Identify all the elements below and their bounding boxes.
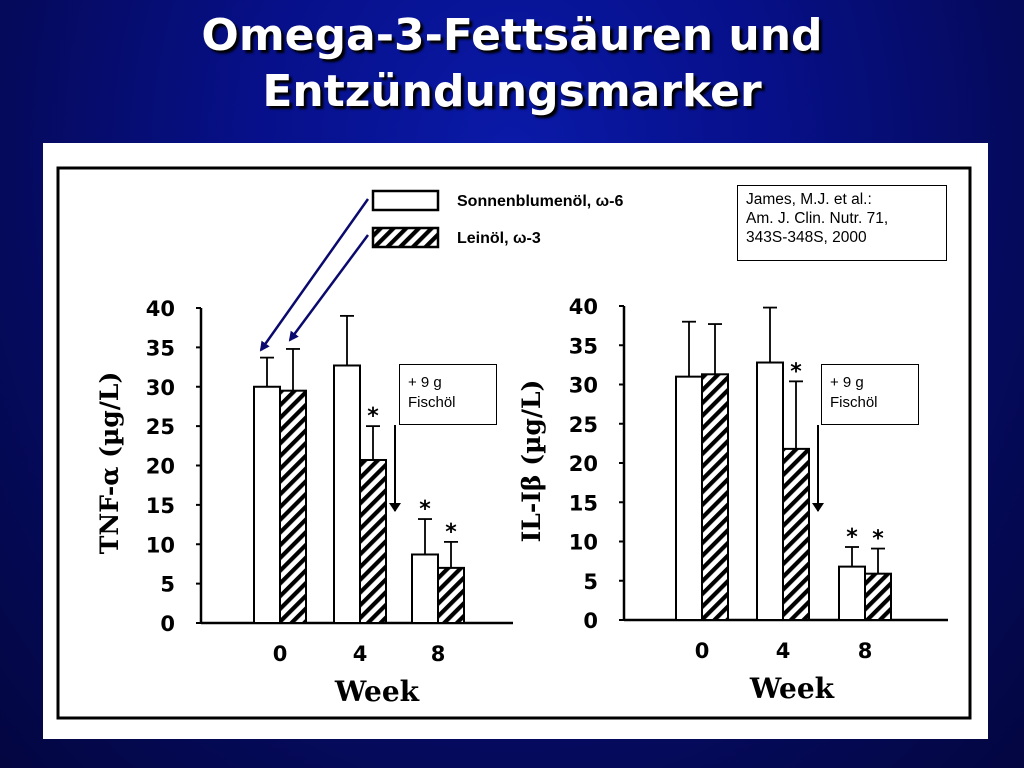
significance-star: * bbox=[367, 404, 379, 429]
x-tick-label: 0 bbox=[695, 639, 710, 663]
fish-oil-annotation-right: + 9 g Fischöl bbox=[821, 364, 919, 425]
bar-linseed-week-8 bbox=[437, 566, 465, 624]
y-tick-label: 5 bbox=[160, 573, 175, 597]
significance-star: * bbox=[445, 520, 457, 545]
significance-star: * bbox=[419, 497, 431, 522]
y-tick-label: 10 bbox=[146, 533, 175, 557]
significance-star: * bbox=[790, 359, 802, 384]
y-tick-label: 20 bbox=[146, 455, 175, 479]
bar-linseed-week-0 bbox=[279, 389, 307, 624]
fish-oil-line-2: Fischöl bbox=[408, 394, 456, 411]
bar-linseed-week-4 bbox=[359, 458, 387, 624]
bar-sunflower-week-0 bbox=[253, 385, 281, 624]
slide-title-line-1: Omega-3-Fettsäuren und bbox=[201, 10, 823, 61]
x-axis-title: Week bbox=[749, 672, 835, 705]
y-axis-title: IL-Iβ (µg/L) bbox=[517, 380, 546, 543]
y-tick-label: 25 bbox=[569, 413, 598, 437]
x-tick-label: 8 bbox=[858, 639, 873, 663]
y-tick-label: 30 bbox=[569, 374, 598, 398]
bar-linseed-week-0 bbox=[701, 373, 729, 621]
bar-linseed-week-4 bbox=[782, 447, 810, 621]
y-tick-label: 40 bbox=[146, 297, 175, 321]
y-tick-label: 20 bbox=[569, 452, 598, 476]
legend-swatch-linseed bbox=[371, 226, 440, 249]
significance-star: * bbox=[846, 525, 858, 550]
y-tick-label: 35 bbox=[569, 334, 598, 358]
fish-oil-line-1: + 9 g bbox=[830, 374, 864, 391]
x-tick-label: 4 bbox=[353, 642, 368, 666]
bar-sunflower-week-0 bbox=[675, 375, 703, 621]
fish-oil-line-2: Fischöl bbox=[830, 394, 878, 411]
figure-frame bbox=[56, 166, 972, 720]
legend-arrow-1 bbox=[259, 198, 370, 352]
legend-label-linseed: Leinöl, ω-3 bbox=[457, 230, 541, 247]
x-tick-label: 0 bbox=[273, 642, 288, 666]
figure-panel: 0 5 10 15 20 25 30 35 40 0 4 8 Week TNF-α (µg/L) * * * 0… bbox=[43, 143, 988, 739]
y-tick-label: 15 bbox=[569, 491, 598, 515]
legend-swatch-sunflower bbox=[371, 189, 440, 212]
y-tick-label: 10 bbox=[569, 531, 598, 555]
y-tick-label: 25 bbox=[146, 415, 175, 439]
bar-sunflower-week-8 bbox=[838, 565, 866, 621]
bar-sunflower-week-4 bbox=[333, 364, 361, 625]
x-tick-label: 4 bbox=[776, 639, 791, 663]
citation-line-2: Am. J. Clin. Nutr. 71, bbox=[746, 210, 889, 227]
y-tick-label: 40 bbox=[569, 295, 598, 319]
x-tick-label: 8 bbox=[431, 642, 446, 666]
x-axis-title: Week bbox=[334, 675, 420, 708]
y-tick-label: 5 bbox=[583, 570, 598, 594]
y-tick-label: 35 bbox=[146, 336, 175, 360]
bar-linseed-week-8 bbox=[864, 572, 892, 621]
citation-box: James, M.J. et al.: Am. J. Clin. Nutr. 7… bbox=[737, 185, 947, 261]
fish-oil-line-1: + 9 g bbox=[408, 374, 442, 391]
y-tick-label: 0 bbox=[160, 612, 175, 636]
legend-arrow-2 bbox=[288, 234, 370, 342]
significance-star: * bbox=[872, 527, 884, 552]
chart-il-1beta: 0 5 10 15 20 25 30 35 40 0 4 8 Week IL-Iβ (µg/L) * * * bbox=[517, 295, 948, 705]
y-tick-label: 15 bbox=[146, 494, 175, 518]
y-tick-label: 0 bbox=[583, 609, 598, 633]
citation-line-3: 343S-348S, 2000 bbox=[746, 229, 867, 246]
fish-oil-annotation-left: + 9 g Fischöl bbox=[399, 364, 497, 425]
bar-sunflower-week-8 bbox=[411, 553, 439, 624]
citation-line-1: James, M.J. et al.: bbox=[746, 191, 872, 208]
slide-title: Omega-3-Fettsäuren und Entzündungsmarker bbox=[0, 8, 1024, 120]
slide-title-line-2: Entzündungsmarker bbox=[262, 66, 762, 117]
chart-tnf-alpha: 0 5 10 15 20 25 30 35 40 0 4 8 Week TNF-α (µg/L) * * * bbox=[95, 297, 513, 708]
y-axis-title: TNF-α (µg/L) bbox=[95, 372, 124, 555]
bar-sunflower-week-4 bbox=[756, 361, 784, 622]
y-tick-label: 30 bbox=[146, 376, 175, 400]
legend-label-sunflower: Sonnenblumenöl, ω-6 bbox=[457, 193, 624, 210]
